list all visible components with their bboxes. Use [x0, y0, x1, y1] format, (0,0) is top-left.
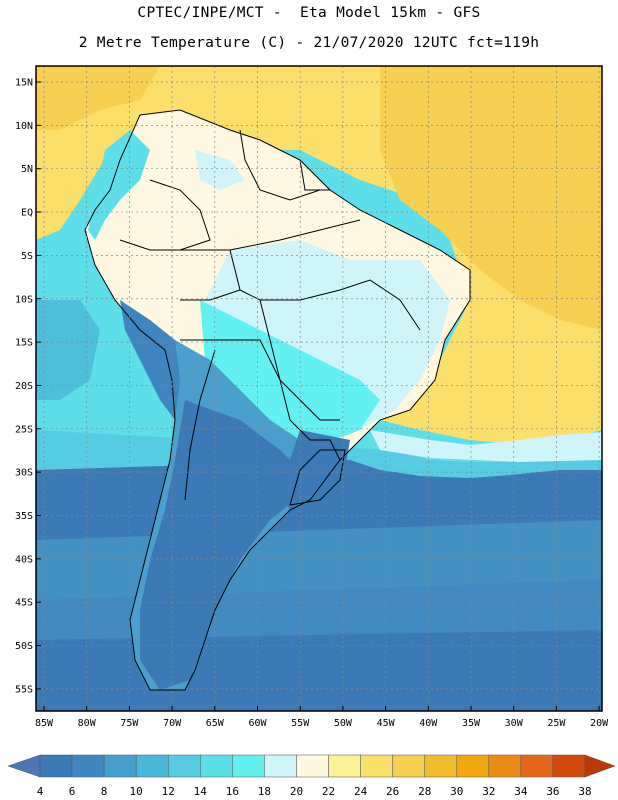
colorbar-box	[232, 754, 265, 778]
lon-label: 65W	[206, 718, 225, 729]
lon-label: 20W	[590, 718, 609, 729]
colorbar-tick-label: 24	[354, 785, 368, 798]
lon-label: 55W	[291, 718, 310, 729]
lat-label: 10S	[15, 294, 33, 305]
colorbar-box	[264, 754, 297, 778]
lat-label: 30S	[15, 468, 33, 479]
colorbar-box	[328, 754, 361, 778]
lat-label: 5S	[21, 251, 33, 262]
colorbar-tick-label: 28	[418, 785, 431, 798]
colorbar-tick-label: 26	[386, 785, 399, 798]
colorbar-tick-label: 34	[514, 785, 528, 798]
lat-label: 55S	[15, 684, 33, 695]
lat-label: EQ	[21, 208, 33, 219]
lon-label: 80W	[78, 718, 97, 729]
longitude-labels: 85W 80W 75W 70W 65W 60W 55W 50W 45W 40W 35W 30W 25W 2…	[35, 718, 609, 729]
colorbar-tick-label: 8	[101, 785, 108, 798]
colorbar-tick-label: 6	[69, 785, 76, 798]
colorbar-tick-label: 36	[546, 785, 559, 798]
colorbar-box	[200, 754, 233, 778]
lat-label: 25S	[15, 424, 33, 435]
colorbar-box	[552, 754, 586, 778]
colorbar-box	[296, 754, 329, 778]
colorbar-tick-label: 10	[130, 785, 143, 798]
colorbar-tick-label: 4	[37, 785, 44, 798]
chart-title-line1: CPTEC/INPE/MCT - Eta Model 15km - GFS	[137, 5, 481, 21]
colorbar-box	[456, 754, 490, 778]
colorbar-tick-label: 22	[322, 785, 335, 798]
colorbar-max-arrow	[584, 754, 616, 778]
colorbar-tick-label: 32	[482, 785, 495, 798]
colorbar-tick-label: 14	[194, 785, 208, 798]
lat-label: 5N	[21, 164, 33, 175]
colorbar-tick-label: 20	[290, 785, 303, 798]
colorbar-tick-label: 12	[162, 785, 175, 798]
colorbar-box	[167, 754, 201, 778]
lat-label: 15N	[15, 78, 33, 89]
lon-label: 75W	[120, 718, 139, 729]
colorbar-min-arrow	[7, 754, 41, 778]
lat-label: 40S	[15, 554, 33, 565]
colorbar-tick-label: 16	[226, 785, 239, 798]
colorbar-box	[488, 754, 522, 778]
colorbar-box	[360, 754, 393, 778]
map-frame	[35, 65, 603, 712]
colorbar-box	[103, 754, 137, 778]
colorbar-tick-label: 38	[578, 785, 591, 798]
colorbar-box	[424, 754, 458, 778]
lat-label: 15S	[15, 338, 33, 349]
colorbar-box	[520, 754, 554, 778]
colorbar-box	[39, 754, 73, 778]
lon-label: 30W	[505, 718, 524, 729]
colorbar-box	[135, 754, 169, 778]
lon-label: 85W	[35, 718, 54, 729]
colorbar-tick-label: 30	[450, 785, 463, 798]
colorbar	[7, 754, 616, 778]
chart-title-line2: 2 Metre Temperature (C) - 21/07/2020 12U…	[78, 35, 540, 51]
colorbar-box	[71, 754, 105, 778]
graticule	[36, 66, 602, 711]
latitude-labels: 15N 10N 5N EQ 5S 10S 15S 20S 25S 30S 35S 40S 45S 50S 5…	[15, 78, 33, 696]
lat-label: 50S	[15, 641, 33, 652]
lon-label: 60W	[248, 718, 267, 729]
lon-label: 25W	[547, 718, 566, 729]
lat-label: 20S	[15, 381, 33, 392]
map-field	[36, 66, 602, 711]
lat-label: 35S	[15, 511, 33, 522]
lon-label: 70W	[163, 718, 182, 729]
lon-label: 50W	[334, 718, 353, 729]
lon-label: 35W	[462, 718, 481, 729]
lon-label: 45W	[377, 718, 396, 729]
lon-label: 40W	[419, 718, 438, 729]
lat-label: 10N	[15, 121, 33, 132]
lat-label: 45S	[15, 598, 33, 609]
colorbar-tick-label: 18	[258, 785, 271, 798]
colorbar-box	[392, 754, 425, 778]
colorbar-labels: 4 6 8 10 12 14 16 18 20 22 24 26 28 30 32 34 36 38	[37, 785, 592, 798]
